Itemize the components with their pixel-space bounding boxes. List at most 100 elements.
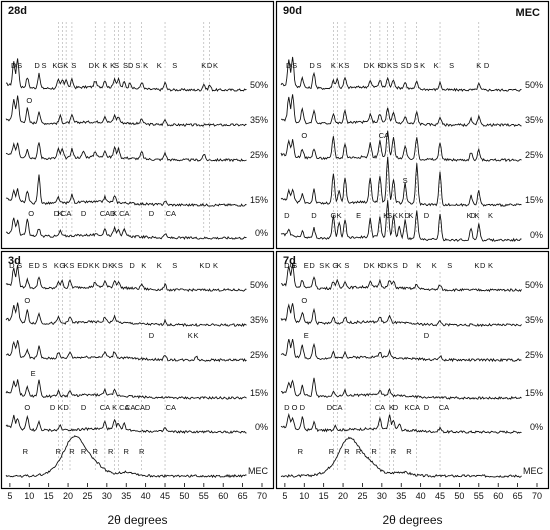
- pattern-50pct: [280, 263, 522, 293]
- x-tick-label: 70: [532, 491, 542, 501]
- panel-title: 28d: [8, 5, 27, 17]
- peak-label: S: [135, 61, 140, 70]
- peak-label: K: [476, 61, 481, 70]
- series-label: 50%: [525, 280, 543, 290]
- panel-title: 90d: [283, 5, 302, 17]
- x-tick-label: 30: [377, 491, 387, 501]
- peak-label: K: [389, 403, 394, 412]
- peak-label: K: [194, 331, 199, 340]
- peak-label: D: [284, 261, 290, 270]
- peak-label: S: [118, 261, 123, 270]
- peak-label: S: [114, 61, 119, 70]
- x-tick-label: 30: [102, 491, 112, 501]
- peak-label: S: [393, 61, 398, 70]
- pattern-15pct: [280, 377, 522, 400]
- peak-label: K: [474, 211, 479, 220]
- peak-label: E: [356, 211, 361, 220]
- peak-label: K: [108, 261, 113, 270]
- peak-label: K: [64, 261, 69, 270]
- series-label: 0%: [530, 230, 543, 240]
- peak-label: K: [110, 61, 115, 70]
- series-label: 25%: [250, 150, 268, 160]
- peak-label: D: [404, 211, 410, 220]
- series-label: MEC: [248, 466, 269, 476]
- pattern-25pct: [280, 130, 522, 163]
- peak-label: D: [284, 403, 290, 412]
- peak-label: K: [58, 209, 63, 218]
- peak-label: D: [81, 403, 87, 412]
- peak-label: R: [69, 447, 75, 456]
- peak-label: K: [325, 261, 330, 270]
- peak-label: D: [102, 261, 108, 270]
- peak-label: S: [172, 261, 177, 270]
- peak-label: D: [309, 61, 315, 70]
- peak-label: K: [54, 261, 59, 270]
- peak-label: K: [141, 261, 146, 270]
- peak-label: S: [292, 61, 297, 70]
- peak-label: D: [424, 403, 430, 412]
- pattern-MEC: [280, 436, 522, 478]
- series-label: 50%: [250, 80, 268, 90]
- peak-label: CA: [439, 403, 449, 412]
- series-label: 50%: [525, 80, 543, 90]
- peak-label: K: [467, 211, 472, 220]
- peak-label: K: [58, 403, 63, 412]
- x-axis-label: 2θ degrees: [107, 513, 167, 527]
- peak-label: D: [284, 211, 290, 220]
- peak-label: E: [31, 369, 36, 378]
- panel-frame: [0, 0, 275, 250]
- peak-label: CA: [119, 403, 129, 412]
- peak-label: O: [301, 296, 307, 305]
- x-axis-label: 2θ degrees: [382, 513, 442, 527]
- peak-label: R: [356, 447, 362, 456]
- peak-label: D: [149, 209, 155, 218]
- pattern-MEC: [5, 435, 247, 479]
- peak-label: S: [387, 211, 392, 220]
- peak-label: D: [129, 261, 135, 270]
- peak-label: R: [124, 447, 130, 456]
- x-tick-label: 50: [454, 491, 464, 501]
- peak-label: K: [112, 403, 117, 412]
- peak-label: S: [319, 261, 324, 270]
- x-tick-label: 60: [218, 491, 228, 501]
- peak-label: S: [17, 261, 22, 270]
- series-label: 25%: [525, 350, 543, 360]
- peak-label: S: [42, 261, 47, 270]
- series-label: MEC: [523, 466, 544, 476]
- peak-label: D: [484, 61, 490, 70]
- peak-label: R: [344, 447, 350, 456]
- peak-label: D: [470, 211, 476, 220]
- x-tick-label: 10: [24, 491, 34, 501]
- peak-label: S: [172, 61, 177, 70]
- peak-label: K: [416, 261, 421, 270]
- peak-label: S: [401, 61, 406, 70]
- x-tick-label: 65: [513, 491, 523, 501]
- series-label: 15%: [250, 388, 268, 398]
- peak-label: O: [24, 296, 30, 305]
- peak-label: CA: [166, 209, 176, 218]
- peak-label: D: [110, 209, 116, 218]
- peak-label: R: [108, 447, 114, 456]
- peak-label: CA: [125, 403, 135, 412]
- peak-label: D: [406, 61, 412, 70]
- series-label: 35%: [250, 115, 268, 125]
- x-tick-label: 45: [435, 491, 445, 501]
- peak-label: D: [34, 61, 40, 70]
- x-tick-label: 15: [319, 491, 329, 501]
- peak-label: K: [377, 261, 382, 270]
- peak-label: K: [188, 331, 193, 340]
- peak-label: S: [344, 261, 349, 270]
- peak-label: D: [309, 261, 315, 270]
- panel-frame: [275, 0, 550, 250]
- corner-label: MEC: [516, 7, 541, 19]
- series-label: 15%: [250, 195, 268, 205]
- x-tick-label: 45: [160, 491, 170, 501]
- x-tick-label: 35: [396, 491, 406, 501]
- peak-label: S: [449, 61, 454, 70]
- series-label: 0%: [530, 422, 543, 432]
- peak-label: D: [393, 403, 399, 412]
